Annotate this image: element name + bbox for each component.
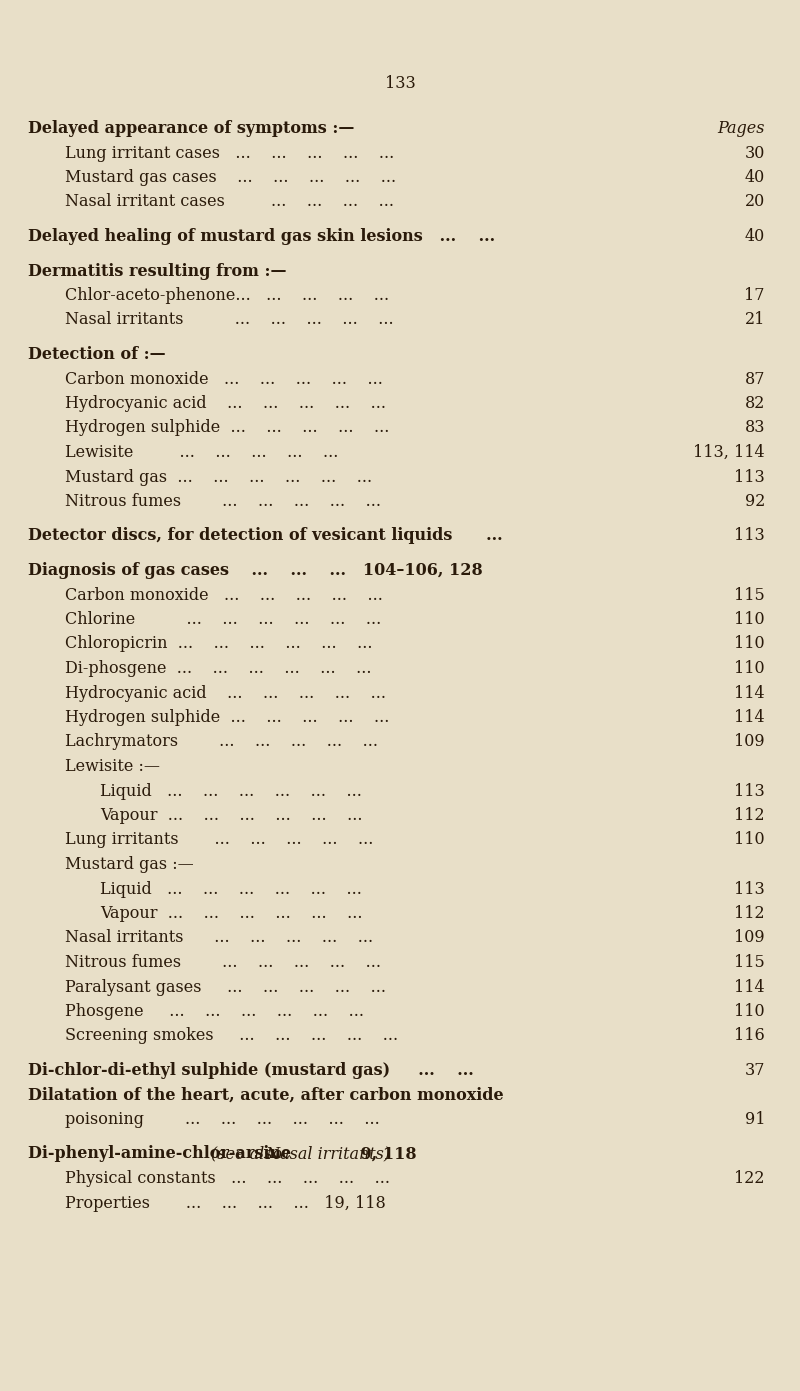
Text: poisoning        ...    ...    ...    ...    ...    ...: poisoning ... ... ... ... ... ... xyxy=(65,1111,380,1128)
Text: Lachrymators        ...    ...    ...    ...    ...: Lachrymators ... ... ... ... ... xyxy=(65,733,378,751)
Text: 112: 112 xyxy=(734,906,765,922)
Text: 17: 17 xyxy=(745,287,765,305)
Text: 113: 113 xyxy=(734,469,765,485)
Text: 110: 110 xyxy=(734,1003,765,1020)
Text: Hydrogen sulphide  ...    ...    ...    ...    ...: Hydrogen sulphide ... ... ... ... ... xyxy=(65,420,390,437)
Text: 20: 20 xyxy=(745,193,765,210)
Text: Dilatation of the heart, acute, after carbon monoxide: Dilatation of the heart, acute, after ca… xyxy=(28,1086,504,1103)
Text: Mustard gas  ...    ...    ...    ...    ...    ...: Mustard gas ... ... ... ... ... ... xyxy=(65,469,372,485)
Text: 114: 114 xyxy=(734,684,765,701)
Text: 30: 30 xyxy=(745,145,765,161)
Text: 109: 109 xyxy=(734,733,765,751)
Text: Detector discs, for detection of vesicant liquids      ...: Detector discs, for detection of vesican… xyxy=(28,527,502,544)
Text: Lewisite         ...    ...    ...    ...    ...: Lewisite ... ... ... ... ... xyxy=(65,444,338,460)
Text: Chlor-aceto-phenone...   ...    ...    ...    ...: Chlor-aceto-phenone... ... ... ... ... xyxy=(65,287,389,305)
Text: Nasal irritants          ...    ...    ...    ...    ...: Nasal irritants ... ... ... ... ... xyxy=(65,312,394,328)
Text: Dermatitis resulting from :—: Dermatitis resulting from :— xyxy=(28,263,286,280)
Text: Carbon monoxide   ...    ...    ...    ...    ...: Carbon monoxide ... ... ... ... ... xyxy=(65,370,383,388)
Text: Nasal irritants): Nasal irritants) xyxy=(261,1146,390,1163)
Text: Liquid   ...    ...    ...    ...    ...    ...: Liquid ... ... ... ... ... ... xyxy=(100,783,362,800)
Text: Nasal irritant cases         ...    ...    ...    ...: Nasal irritant cases ... ... ... ... xyxy=(65,193,394,210)
Text: Vapour  ...    ...    ...    ...    ...    ...: Vapour ... ... ... ... ... ... xyxy=(100,807,362,823)
Text: 109: 109 xyxy=(734,929,765,946)
Text: 115: 115 xyxy=(734,587,765,604)
Text: Physical constants   ...    ...    ...    ...    ...: Physical constants ... ... ... ... ... xyxy=(65,1170,390,1187)
Text: 9, 118: 9, 118 xyxy=(355,1146,417,1163)
Text: 40: 40 xyxy=(745,228,765,245)
Text: 21: 21 xyxy=(745,312,765,328)
Text: 122: 122 xyxy=(734,1170,765,1187)
Text: 110: 110 xyxy=(734,636,765,652)
Text: 114: 114 xyxy=(734,978,765,996)
Text: Delayed healing of mustard gas skin lesions   ...    ...: Delayed healing of mustard gas skin lesi… xyxy=(28,228,495,245)
Text: Detection of :—: Detection of :— xyxy=(28,346,166,363)
Text: 82: 82 xyxy=(745,395,765,412)
Text: Lung irritant cases   ...    ...    ...    ...    ...: Lung irritant cases ... ... ... ... ... xyxy=(65,145,394,161)
Text: 91: 91 xyxy=(745,1111,765,1128)
Text: 116: 116 xyxy=(734,1028,765,1045)
Text: 113: 113 xyxy=(734,783,765,800)
Text: 110: 110 xyxy=(734,832,765,849)
Text: 110: 110 xyxy=(734,659,765,677)
Text: Chlorine          ...    ...    ...    ...    ...    ...: Chlorine ... ... ... ... ... ... xyxy=(65,611,382,627)
Text: Paralysant gases     ...    ...    ...    ...    ...: Paralysant gases ... ... ... ... ... xyxy=(65,978,386,996)
Text: Carbon monoxide   ...    ...    ...    ...    ...: Carbon monoxide ... ... ... ... ... xyxy=(65,587,383,604)
Text: Nitrous fumes        ...    ...    ...    ...    ...: Nitrous fumes ... ... ... ... ... xyxy=(65,492,381,510)
Text: Pages: Pages xyxy=(718,120,765,136)
Text: Lung irritants       ...    ...    ...    ...    ...: Lung irritants ... ... ... ... ... xyxy=(65,832,374,849)
Text: Diagnosis of gas cases    ...    ...    ...   104–106, 128: Diagnosis of gas cases ... ... ... 104–1… xyxy=(28,562,482,579)
Text: 110: 110 xyxy=(734,611,765,627)
Text: 87: 87 xyxy=(745,370,765,388)
Text: Hydrocyanic acid    ...    ...    ...    ...    ...: Hydrocyanic acid ... ... ... ... ... xyxy=(65,395,386,412)
Text: Di-chlor-di-ethyl sulphide (mustard gas)     ...    ...: Di-chlor-di-ethyl sulphide (mustard gas)… xyxy=(28,1061,474,1079)
Text: Nasal irritants      ...    ...    ...    ...    ...: Nasal irritants ... ... ... ... ... xyxy=(65,929,373,946)
Text: 113: 113 xyxy=(734,881,765,897)
Text: Properties       ...    ...    ...    ...   19, 118: Properties ... ... ... ... 19, 118 xyxy=(65,1195,386,1212)
Text: 40: 40 xyxy=(745,168,765,186)
Text: Mustard gas :—: Mustard gas :— xyxy=(65,855,194,874)
Text: Chloropicrin  ...    ...    ...    ...    ...    ...: Chloropicrin ... ... ... ... ... ... xyxy=(65,636,373,652)
Text: (see also: (see also xyxy=(210,1146,282,1163)
Text: 92: 92 xyxy=(745,492,765,510)
Text: 113: 113 xyxy=(734,527,765,544)
Text: 37: 37 xyxy=(745,1061,765,1079)
Text: Hydrogen sulphide  ...    ...    ...    ...    ...: Hydrogen sulphide ... ... ... ... ... xyxy=(65,709,390,726)
Text: Screening smokes     ...    ...    ...    ...    ...: Screening smokes ... ... ... ... ... xyxy=(65,1028,398,1045)
Text: 112: 112 xyxy=(734,807,765,823)
Text: 83: 83 xyxy=(745,420,765,437)
Text: Delayed appearance of symptoms :—: Delayed appearance of symptoms :— xyxy=(28,120,354,136)
Text: 133: 133 xyxy=(385,75,415,92)
Text: Lewisite :—: Lewisite :— xyxy=(65,758,160,775)
Text: Vapour  ...    ...    ...    ...    ...    ...: Vapour ... ... ... ... ... ... xyxy=(100,906,362,922)
Text: 115: 115 xyxy=(734,954,765,971)
Text: Di-phenyl-amine-chlor-arsine: Di-phenyl-amine-chlor-arsine xyxy=(28,1146,297,1163)
Text: 113, 114: 113, 114 xyxy=(694,444,765,460)
Text: Hydrocyanic acid    ...    ...    ...    ...    ...: Hydrocyanic acid ... ... ... ... ... xyxy=(65,684,386,701)
Text: Mustard gas cases    ...    ...    ...    ...    ...: Mustard gas cases ... ... ... ... ... xyxy=(65,168,396,186)
Text: Phosgene     ...    ...    ...    ...    ...    ...: Phosgene ... ... ... ... ... ... xyxy=(65,1003,364,1020)
Text: 114: 114 xyxy=(734,709,765,726)
Text: Liquid   ...    ...    ...    ...    ...    ...: Liquid ... ... ... ... ... ... xyxy=(100,881,362,897)
Text: Nitrous fumes        ...    ...    ...    ...    ...: Nitrous fumes ... ... ... ... ... xyxy=(65,954,381,971)
Text: Di-phosgene  ...    ...    ...    ...    ...    ...: Di-phosgene ... ... ... ... ... ... xyxy=(65,659,371,677)
